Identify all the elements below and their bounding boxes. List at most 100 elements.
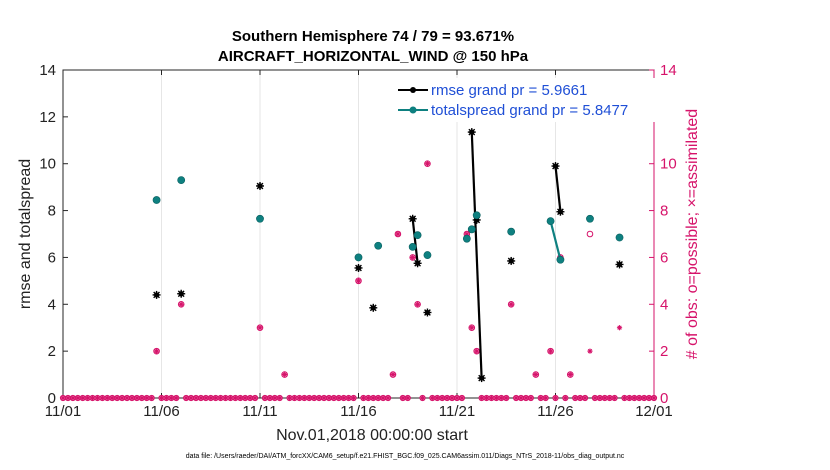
obs-zero-assimilated-marker — [228, 395, 233, 401]
obs-zero-assimilated-marker — [311, 395, 317, 401]
obs-zero-assimilated-marker — [602, 395, 608, 401]
obs-zero-assimilated-marker — [351, 395, 356, 401]
obs-zero-assimilated-marker — [262, 395, 268, 401]
obs-zero-assimilated-marker — [119, 395, 125, 401]
x-tick-label: 11/06 — [143, 403, 179, 420]
obs-zero-assimilated-marker — [513, 395, 519, 401]
obs-assimilated-marker — [282, 371, 288, 378]
obs-possible-marker — [153, 347, 160, 355]
rmse-point — [477, 374, 486, 383]
rmse-point — [152, 290, 161, 299]
obs-zero-assimilated-marker — [346, 395, 352, 401]
obs-possible-marker — [389, 371, 397, 378]
x-tick-label: 11/01 — [45, 403, 81, 420]
obs-possible-marker — [409, 254, 416, 261]
totalspread-point — [152, 196, 161, 204]
obs-assimilated-marker — [616, 325, 623, 331]
obs-zero-assimilated-marker — [607, 395, 613, 401]
y-tick-label: 12 — [39, 109, 56, 126]
obs-zero-assimilated-marker — [336, 395, 342, 401]
obs-assimilated-marker — [178, 301, 184, 307]
obs-zero-assimilated-marker — [489, 395, 494, 401]
marker-stroke — [478, 374, 486, 382]
obs-assimilated-marker — [508, 301, 514, 307]
totalspread-point — [354, 253, 363, 262]
obs-zero-assimilated-marker — [523, 395, 529, 401]
obs-zero-assimilated-marker — [494, 395, 499, 401]
obs-zero-assimilated-marker — [449, 395, 455, 401]
totalspread-point — [177, 176, 186, 185]
obs-zero-assimilated-marker — [252, 395, 258, 401]
marker-stroke — [369, 304, 377, 312]
obs-zero-assimilated-marker — [361, 395, 366, 401]
obs-zero-assimilated-marker — [198, 395, 204, 401]
marker-stroke — [616, 261, 623, 268]
obs-zero-assimilated-marker — [592, 395, 598, 401]
obs-zero-assimilated-marker — [232, 395, 238, 401]
obs-zero-assimilated-marker — [429, 395, 435, 401]
y-tick-label-right: 14 — [660, 62, 677, 79]
totalspread-point — [413, 231, 422, 240]
totalspread-point — [423, 251, 432, 259]
obs-zero-assimilated-marker — [306, 395, 312, 401]
series-line-segment — [554, 165, 562, 212]
obs-zero-assimilated-marker — [577, 395, 583, 401]
obs-zero-assimilated-marker — [65, 395, 71, 401]
obs-zero-assimilated-marker — [80, 395, 86, 401]
legend-label-totalspread: totalspread grand pr = 5.8477 — [431, 102, 628, 119]
y-tick-label-right: 6 — [660, 249, 668, 266]
obs-zero-assimilated-marker — [287, 395, 292, 401]
obs-zero-assimilated-marker — [188, 395, 194, 401]
totalspread-point — [256, 214, 264, 223]
obs-zero-assimilated-marker — [341, 395, 347, 401]
obs-possible-marker — [566, 371, 574, 378]
x-tick-label: 11/26 — [537, 403, 573, 420]
legend-label-rmse: rmse grand pr = 5.9661 — [431, 82, 587, 99]
marker-stroke — [153, 291, 160, 299]
obs-zero-assimilated-marker — [503, 395, 509, 401]
obs-zero-assimilated-marker — [100, 395, 105, 401]
obs-zero-possible-marker — [552, 394, 559, 402]
chart-subtitle: AIRCRAFT_HORIZONTAL_WIND @ 150 hPa — [218, 48, 529, 65]
rmse-point — [507, 256, 516, 265]
obs-zero-assimilated-marker — [139, 395, 145, 401]
obs-zero-assimilated-marker — [454, 395, 460, 401]
obs-zero-assimilated-marker — [124, 395, 130, 401]
obs-assimilated-marker — [415, 301, 421, 307]
y-tick-label: 0 — [48, 390, 56, 407]
obs-zero-assimilated-marker — [622, 395, 627, 401]
obs-zero-assimilated-marker — [375, 395, 381, 401]
obs-zero-assimilated-marker — [316, 395, 322, 401]
rmse-point — [615, 260, 624, 269]
obs-zero-assimilated-marker — [562, 395, 568, 401]
y-tick-label-right: 0 — [660, 390, 668, 407]
obs-zero-assimilated-marker — [129, 395, 135, 401]
obs-zero-assimilated-marker — [612, 395, 617, 401]
obs-assimilated-marker — [153, 348, 160, 354]
obs-possible-marker — [507, 300, 515, 308]
obs-zero-assimilated-marker — [331, 395, 337, 401]
obs-zero-assimilated-marker — [297, 395, 302, 401]
obs-zero-assimilated-marker — [380, 395, 386, 401]
obs-zero-assimilated-marker — [213, 395, 219, 401]
obs-zero-possible-marker — [503, 394, 510, 402]
series-line-segment — [470, 132, 483, 379]
obs-zero-assimilated-marker — [144, 395, 150, 401]
obs-assimilated-marker — [567, 371, 573, 378]
obs-possible-marker — [586, 230, 594, 238]
obs-zero-assimilated-marker — [641, 395, 647, 401]
obs-zero-assimilated-marker — [95, 395, 100, 401]
obs-zero-assimilated-marker — [518, 395, 524, 401]
rmse-point — [177, 289, 186, 298]
marker-stroke — [256, 182, 264, 190]
obs-zero-possible-marker — [542, 394, 549, 402]
obs-zero-assimilated-marker — [277, 395, 283, 401]
marker-stroke — [468, 128, 476, 136]
obs-zero-assimilated-marker — [597, 395, 603, 401]
obs-possible-marker — [281, 371, 288, 378]
rmse-point — [408, 214, 417, 223]
obs-possible-marker — [468, 324, 476, 332]
obs-zero-assimilated-marker — [218, 395, 223, 401]
legend-box — [392, 78, 684, 122]
rmse-point — [556, 207, 565, 216]
